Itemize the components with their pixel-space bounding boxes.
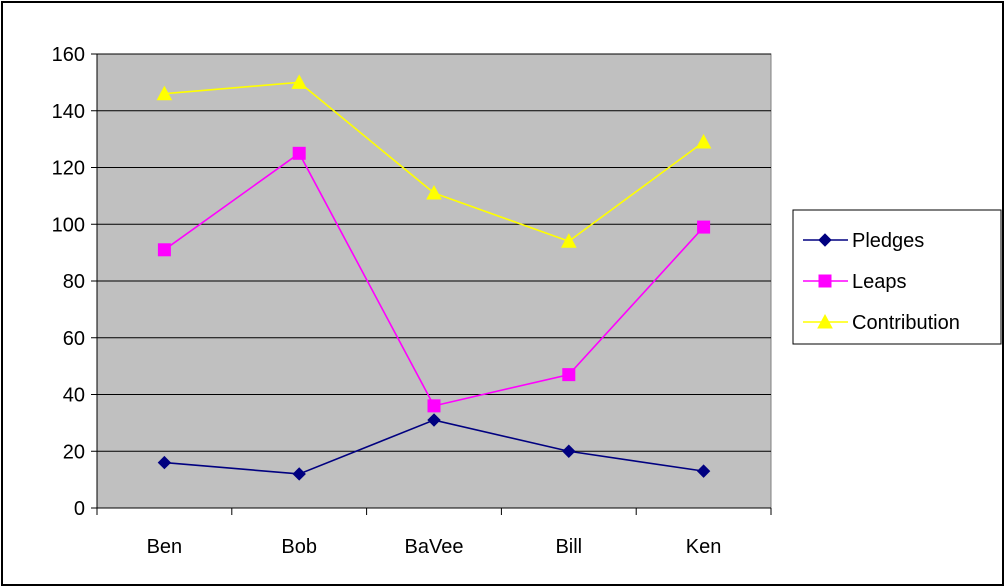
y-tick-label: 140 <box>52 101 85 123</box>
legend-marker <box>818 274 832 288</box>
data-point <box>695 133 712 149</box>
y-tick-label: 120 <box>52 158 85 180</box>
x-tick-label: Ben <box>147 536 183 558</box>
y-tick-label: 40 <box>63 385 85 407</box>
x-tick-label: Bob <box>281 536 317 558</box>
data-point <box>291 74 308 89</box>
legend-label: Contribution <box>852 312 960 334</box>
data-point <box>156 85 173 101</box>
data-point <box>157 243 171 257</box>
y-tick-label: 100 <box>52 214 85 236</box>
legend-item: Leaps <box>803 271 907 293</box>
y-tick-label: 20 <box>63 441 85 463</box>
data-point <box>562 368 576 382</box>
legend-item: Pledges <box>803 230 924 252</box>
data-point <box>427 413 441 427</box>
data-point <box>292 467 306 481</box>
data-point <box>427 399 441 413</box>
gridlines <box>97 53 771 452</box>
data-point <box>157 455 172 470</box>
legend-label: Leaps <box>852 271 907 293</box>
data-point <box>697 220 711 234</box>
y-tick-label: 80 <box>63 271 85 293</box>
legend-label: Pledges <box>852 230 924 252</box>
legend: Pledges Leaps Contribution <box>792 209 1002 345</box>
data-point <box>696 464 711 478</box>
y-tick-label: 60 <box>63 328 85 350</box>
legend-item: Contribution <box>803 312 960 334</box>
series-leaps <box>157 146 711 413</box>
series-contribution <box>156 74 712 248</box>
data-point <box>562 444 576 458</box>
data-point <box>292 146 306 160</box>
legend-marker <box>817 313 833 329</box>
data-point <box>426 184 442 200</box>
series-lines <box>156 74 712 481</box>
x-tick-label: Bill <box>555 536 582 558</box>
axes: 0 20 40 60 80 100 120 140 160 Ben Bob BaVee Bill Ken <box>52 44 772 558</box>
series-pledges <box>157 413 711 481</box>
x-tick-label: Ken <box>686 536 722 558</box>
x-tick-label: BaVee <box>405 536 464 558</box>
legend-marker <box>818 233 832 247</box>
y-tick-label: 0 <box>74 498 85 520</box>
y-tick-label: 160 <box>52 44 85 66</box>
data-point <box>560 233 577 248</box>
